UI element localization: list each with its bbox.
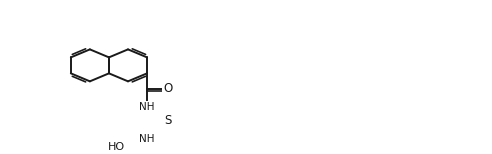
Text: NH: NH: [139, 102, 155, 112]
Text: NH: NH: [139, 134, 155, 144]
Text: S: S: [164, 114, 172, 127]
Text: NH: NH: [139, 134, 155, 144]
Text: NH: NH: [139, 102, 155, 112]
Text: HO: HO: [108, 142, 125, 152]
Text: HO: HO: [108, 142, 125, 152]
Text: O: O: [163, 82, 173, 95]
Text: S: S: [164, 116, 172, 126]
Text: S: S: [164, 114, 172, 127]
